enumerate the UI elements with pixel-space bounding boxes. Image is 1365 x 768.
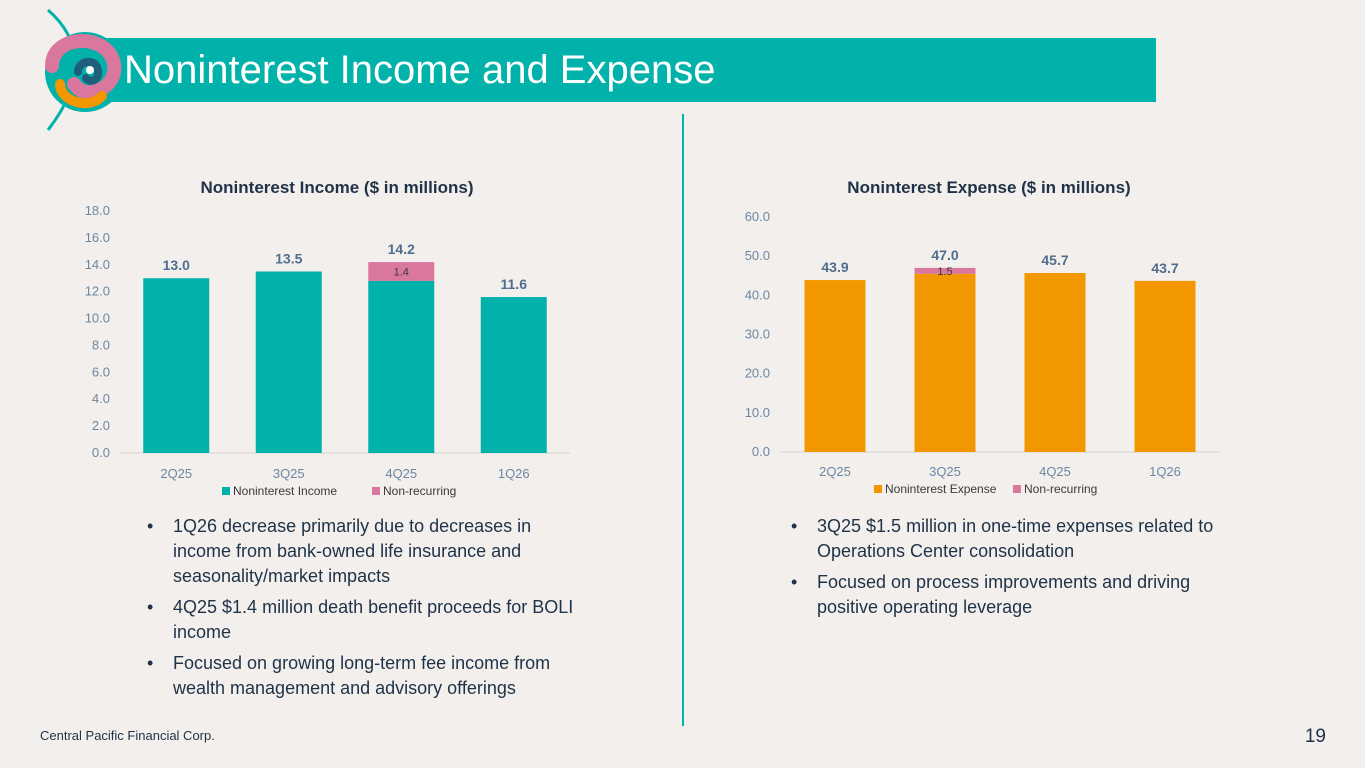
y-tick-label: 0.0 (92, 445, 110, 460)
total-data-label: 13.5 (275, 251, 302, 267)
bar-base (255, 271, 322, 453)
y-tick-label: 18.0 (85, 203, 110, 218)
page-number: 19 (1304, 726, 1326, 747)
x-tick-label: 3Q25 (273, 466, 305, 481)
x-tick-label: 2Q25 (160, 466, 192, 481)
legend-swatch (372, 487, 380, 495)
x-tick-label: 4Q25 (1039, 464, 1071, 479)
x-tick-label: 2Q25 (819, 464, 851, 479)
noninterest-income-chart: Noninterest Income ($ in millions) 0.0 2.… (85, 178, 570, 498)
segment-data-label: 1.5 (937, 266, 952, 278)
total-data-label: 45.7 (1041, 252, 1068, 268)
bar-base (1024, 273, 1086, 452)
y-tick-label: 10.0 (85, 311, 110, 326)
y-tick-label: 14.0 (85, 257, 110, 272)
expense-bullet-list: 3Q25 $1.5 million in one-time expenses r… (788, 514, 1248, 626)
bar-base (1134, 280, 1196, 452)
y-tick-label: 8.0 (92, 337, 110, 352)
income-bullet: Focused on growing long-term fee income … (144, 651, 594, 701)
legend-swatch (874, 485, 882, 493)
x-tick-label: 4Q25 (385, 466, 417, 481)
bar-nonrecurring (914, 267, 976, 274)
bar-base (143, 278, 210, 453)
y-tick-label: 50.0 (745, 248, 770, 263)
bar-nonrecurring (368, 262, 435, 281)
expense-bullet: Focused on process improvements and driv… (788, 570, 1248, 620)
bar-base (368, 280, 435, 453)
y-tick-label: 60.0 (745, 209, 770, 224)
y-tick-label: 6.0 (92, 364, 110, 379)
page-title: Noninterest Income and Expense (124, 48, 716, 92)
y-tick-label: 2.0 (92, 418, 110, 433)
y-tick-label: 10.0 (745, 405, 770, 420)
bar-base (914, 273, 976, 452)
legend-swatch (1013, 485, 1021, 493)
total-data-label: 43.9 (821, 259, 848, 275)
bar-base (480, 297, 547, 453)
noninterest-expense-chart: Noninterest Expense ($ in millions) 0.0 1… (745, 178, 1220, 496)
expense-chart-title: Noninterest Expense ($ in millions) (847, 178, 1130, 197)
expense-bullet: 3Q25 $1.5 million in one-time expenses r… (788, 514, 1248, 564)
footer-company-name: Central Pacific Financial Corp. (40, 728, 215, 743)
x-tick-label: 1Q26 (498, 466, 530, 481)
y-tick-label: 12.0 (85, 284, 110, 299)
y-tick-label: 30.0 (745, 327, 770, 342)
title-banner (74, 38, 1156, 102)
y-tick-label: 4.0 (92, 391, 110, 406)
legend-label: Noninterest Expense (885, 482, 997, 496)
income-chart-title: Noninterest Income ($ in millions) (201, 178, 474, 197)
y-tick-label: 16.0 (85, 230, 110, 245)
total-data-label: 47.0 (931, 247, 958, 263)
y-tick-label: 20.0 (745, 366, 770, 381)
legend-label: Non-recurring (1024, 482, 1097, 496)
y-tick-label: 0.0 (752, 444, 770, 459)
total-data-label: 14.2 (388, 241, 415, 257)
income-bullet: 1Q26 decrease primarily due to decreases… (144, 514, 594, 589)
legend-label: Noninterest Income (233, 484, 337, 498)
column-divider (682, 114, 684, 726)
total-data-label: 11.6 (501, 276, 528, 292)
segment-data-label: 1.4 (394, 267, 409, 279)
income-bullet: 4Q25 $1.4 million death benefit proceeds… (144, 595, 594, 645)
bar-base (804, 280, 866, 452)
x-tick-label: 3Q25 (929, 464, 961, 479)
total-data-label: 43.7 (1151, 260, 1178, 276)
total-data-label: 13.0 (163, 257, 190, 273)
legend-label: Non-recurring (383, 484, 456, 498)
y-tick-label: 40.0 (745, 287, 770, 302)
income-bullet-list: 1Q26 decrease primarily due to decreases… (144, 514, 594, 707)
x-tick-label: 1Q26 (1149, 464, 1181, 479)
company-logo-icon (45, 8, 125, 131)
legend-swatch (222, 487, 230, 495)
